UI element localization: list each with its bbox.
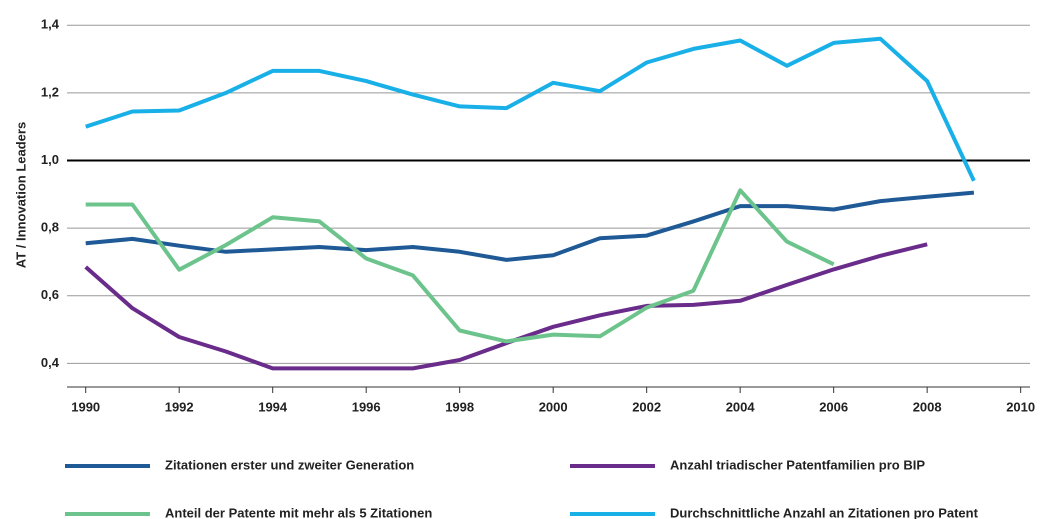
y-tick-label: 0,6: [41, 287, 59, 302]
x-tick-label: 1992: [165, 399, 194, 414]
legend-label: Anteil der Patente mit mehr als 5 Zitati…: [165, 505, 432, 519]
x-tick-label: 2006: [819, 399, 848, 414]
y-axis-label: AT / Innovation Leaders: [13, 122, 28, 268]
x-tick-label: 1994: [258, 399, 288, 414]
x-tick-label: 2010: [1006, 399, 1035, 414]
legend-label: Durchschnittliche Anzahl an Zitationen p…: [670, 505, 979, 519]
y-tick-label: 1,2: [41, 84, 59, 99]
y-tick-label: 0,4: [41, 355, 60, 370]
x-tick-label: 2000: [539, 399, 568, 414]
legend-label: Anzahl triadischer Patentfamilien pro BI…: [670, 457, 925, 472]
legend-label: Zitationen erster und zweiter Generation: [165, 457, 414, 472]
y-tick-label: 0,8: [41, 220, 59, 235]
x-tick-label: 1996: [352, 399, 381, 414]
x-tick-label: 1998: [445, 399, 474, 414]
series-line: [84, 242, 928, 371]
series-line: [85, 36, 976, 182]
series-line: [85, 190, 975, 262]
x-tick-label: 2004: [726, 399, 756, 414]
y-tick-label: 1,0: [41, 152, 59, 167]
x-tick-label: 2002: [632, 399, 661, 414]
series-line: [85, 188, 835, 344]
x-tick-label: 2008: [913, 399, 942, 414]
x-tick-label: 1990: [71, 399, 100, 414]
y-tick-label: 1,4: [41, 17, 60, 32]
